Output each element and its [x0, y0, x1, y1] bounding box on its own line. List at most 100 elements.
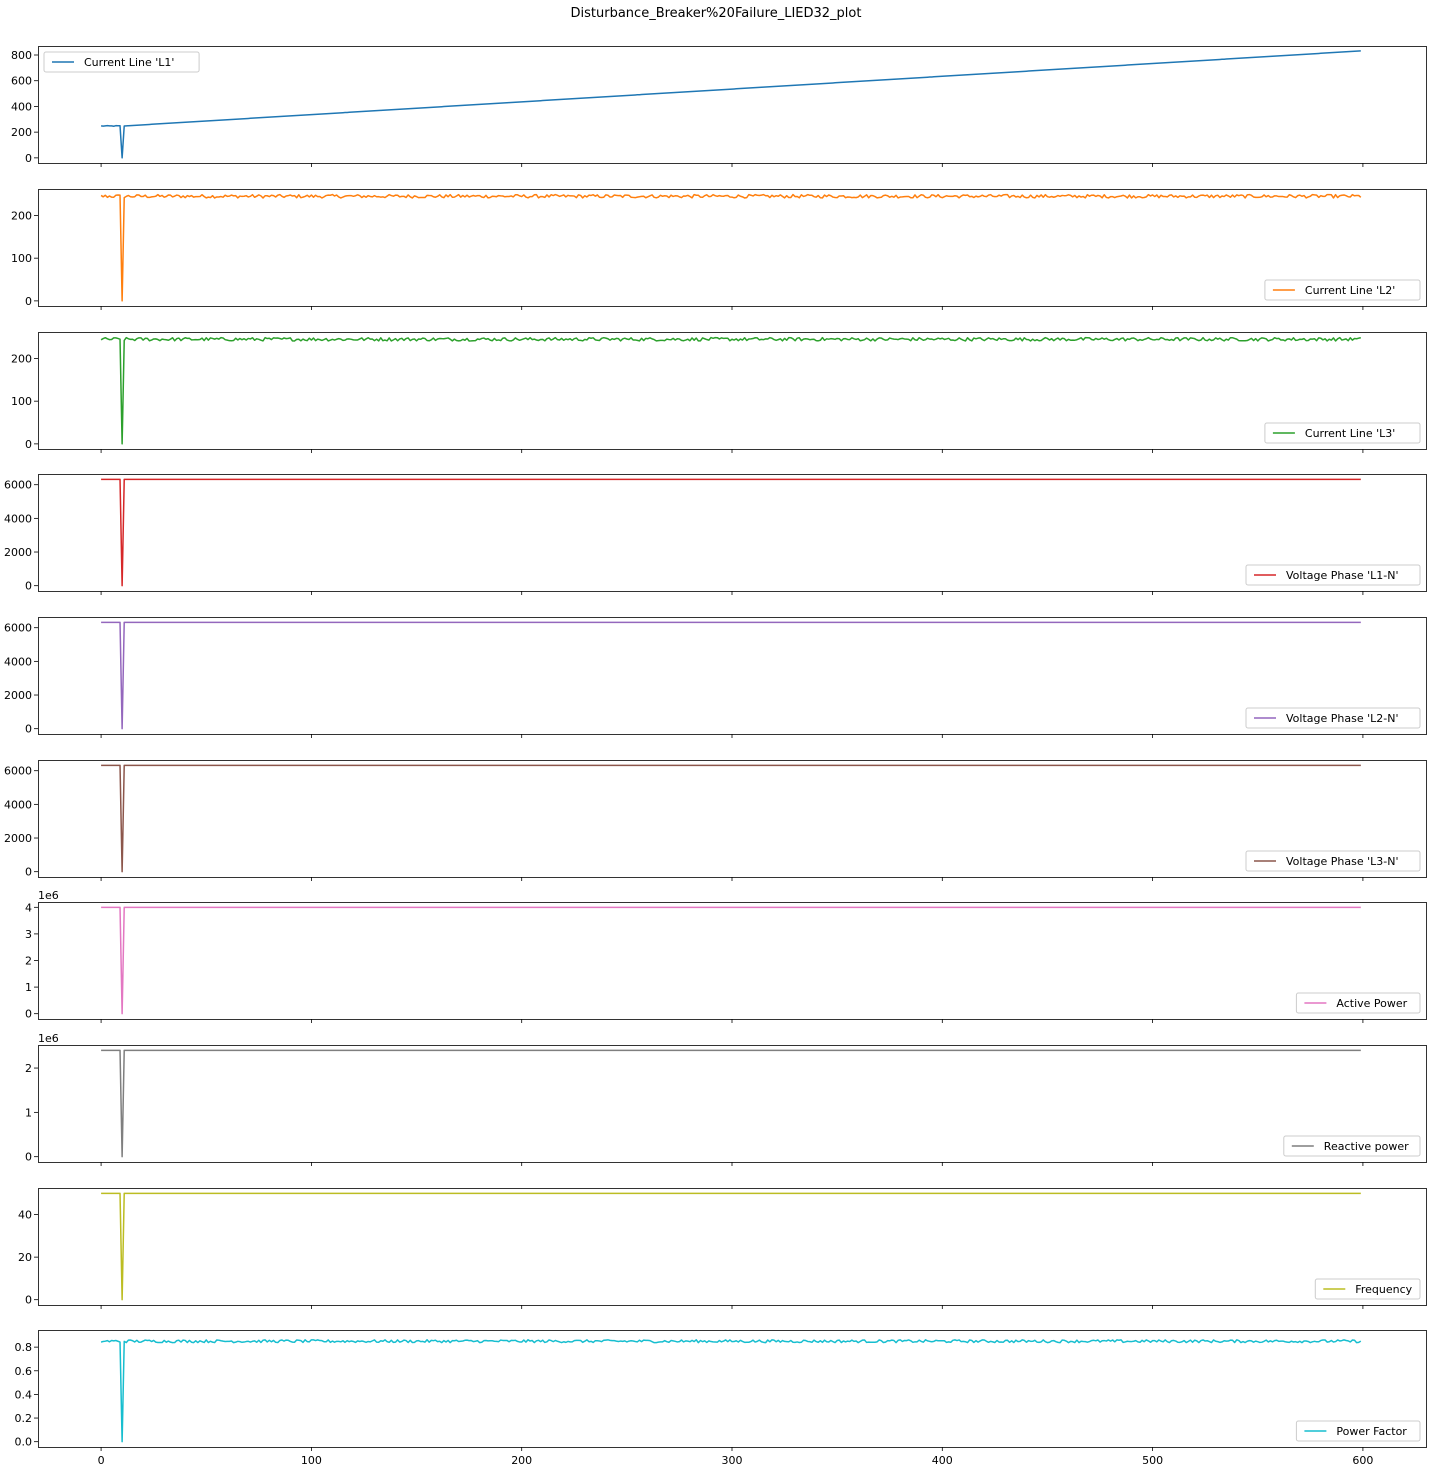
y-tick-label: 1 — [25, 981, 32, 994]
legend-box — [1264, 422, 1421, 444]
y-tick-label: 100 — [11, 395, 32, 408]
subplot-3: 0 100 200 Current Line 'L3' — [11, 332, 1427, 453]
y-tick-label: 6000 — [4, 479, 32, 492]
axis-offset-text: 1e6 — [38, 1032, 59, 1045]
legend-label: Current Line 'L3' — [1305, 427, 1395, 440]
axes-frame — [38, 46, 1427, 164]
legend: Voltage Phase 'L1-N' — [1245, 564, 1421, 586]
axes-frame — [38, 189, 1427, 307]
subplot-1: 0 200 400 600 800 Current Line 'L1' — [11, 46, 1427, 167]
legend: Current Line 'L1' — [43, 51, 200, 73]
series-line — [101, 1192, 1361, 1301]
legend: Current Line 'L3' — [1264, 422, 1421, 444]
y-tick-label: 0 — [25, 438, 32, 451]
y-tick-label: 0 — [25, 295, 32, 308]
y-tick-label: 2 — [25, 1062, 32, 1075]
legend-label: Voltage Phase 'L2-N' — [1286, 712, 1398, 725]
legend-box — [1245, 850, 1421, 872]
legend-box — [1283, 1135, 1421, 1157]
subplot-9: 0 20 40 Frequency — [18, 1188, 1427, 1309]
legend-box — [43, 51, 200, 73]
axes-frame — [38, 474, 1427, 592]
y-tick-label: 0 — [25, 1008, 32, 1021]
legend-box — [1245, 707, 1421, 729]
legend-label: Reactive power — [1324, 1140, 1409, 1153]
series-line — [101, 621, 1361, 730]
legend-label: Current Line 'L1' — [84, 56, 174, 69]
y-tick-label: 20 — [18, 1251, 32, 1264]
y-tick-label: 6000 — [4, 765, 32, 778]
legend-label: Voltage Phase 'L3-N' — [1286, 855, 1398, 868]
x-tick-label: 0 — [98, 1454, 105, 1467]
y-tick-label: 0 — [25, 1294, 32, 1307]
y-tick-label: 200 — [11, 209, 32, 222]
legend-box — [1295, 1420, 1421, 1442]
series-line — [101, 478, 1361, 587]
y-tick-label: 4000 — [4, 512, 32, 525]
axes-frame — [38, 1330, 1427, 1448]
axes-frame — [38, 902, 1427, 1020]
axis-offset-text: 1e6 — [38, 889, 59, 902]
x-tick-label: 600 — [1352, 1454, 1373, 1467]
legend: Current Line 'L2' — [1264, 279, 1421, 301]
axes-frame — [38, 1188, 1427, 1306]
y-tick-label: 6000 — [4, 622, 32, 635]
y-tick-label: 2000 — [4, 832, 32, 845]
legend-label: Active Power — [1336, 997, 1407, 1010]
axes-frame — [38, 1045, 1427, 1163]
subplot-6: 0 2000 4000 6000 Voltage Phase 'L3-N' — [4, 760, 1427, 881]
y-tick-label: 800 — [11, 49, 32, 62]
y-tick-label: 0.2 — [15, 1412, 33, 1425]
y-tick-label: 2000 — [4, 546, 32, 559]
y-tick-label: 0 — [25, 723, 32, 736]
x-tick-label: 500 — [1142, 1454, 1163, 1467]
legend: Power Factor — [1295, 1420, 1421, 1442]
y-tick-label: 0.6 — [15, 1365, 33, 1378]
subplot-8: 0 1 2 1e6 Reactive power — [25, 1032, 1427, 1166]
subplot-2: 0 100 200 Current Line 'L2' — [11, 189, 1427, 310]
y-tick-label: 2 — [25, 955, 32, 968]
subplot-10: 0.0 0.2 0.4 0.6 0.8 0 100 200 300 400 500 600 Power … — [15, 1330, 1427, 1467]
subplot-4: 0 2000 4000 6000 Voltage Phase 'L1-N' — [4, 474, 1427, 595]
series-line — [100, 336, 1361, 445]
y-tick-label: 4000 — [4, 655, 32, 668]
chart-title: Disturbance_Breaker%20Failure_LIED32_plo… — [571, 6, 862, 21]
axes-frame — [38, 760, 1427, 878]
legend: Frequency — [1314, 1278, 1421, 1300]
legend: Voltage Phase 'L2-N' — [1245, 707, 1421, 729]
subplot-5: 0 2000 4000 6000 Voltage Phase 'L2-N' — [4, 617, 1427, 738]
y-tick-label: 0 — [25, 1151, 32, 1164]
legend-box — [1314, 1278, 1421, 1300]
subplot-7: 0 1 2 3 4 1e6 Active Power — [25, 889, 1427, 1023]
y-tick-label: 600 — [11, 75, 32, 88]
series-line — [100, 193, 1362, 302]
x-tick-label: 100 — [301, 1454, 322, 1467]
x-tick-label: 200 — [511, 1454, 532, 1467]
series-line — [100, 50, 1361, 159]
y-tick-label: 100 — [11, 252, 32, 265]
legend: Reactive power — [1283, 1135, 1421, 1157]
series-line — [101, 1049, 1361, 1158]
legend-label: Power Factor — [1336, 1425, 1407, 1438]
legend: Voltage Phase 'L3-N' — [1245, 850, 1421, 872]
y-tick-label: 0.0 — [15, 1436, 33, 1449]
y-tick-label: 4000 — [4, 798, 32, 811]
series-line — [101, 906, 1361, 1015]
legend-label: Frequency — [1355, 1283, 1412, 1296]
y-tick-label: 0.4 — [15, 1388, 33, 1401]
y-tick-label: 0 — [25, 580, 32, 593]
x-tick-label: 300 — [722, 1454, 743, 1467]
y-tick-label: 40 — [18, 1209, 32, 1222]
x-tick-label: 400 — [932, 1454, 953, 1467]
legend-label: Current Line 'L2' — [1305, 284, 1395, 297]
legend-box — [1264, 279, 1421, 301]
axes-frame — [38, 617, 1427, 735]
y-tick-label: 200 — [11, 352, 32, 365]
legend-label: Voltage Phase 'L1-N' — [1286, 569, 1398, 582]
y-tick-label: 400 — [11, 100, 32, 113]
y-tick-label: 3 — [25, 928, 32, 941]
legend-box — [1295, 992, 1421, 1014]
